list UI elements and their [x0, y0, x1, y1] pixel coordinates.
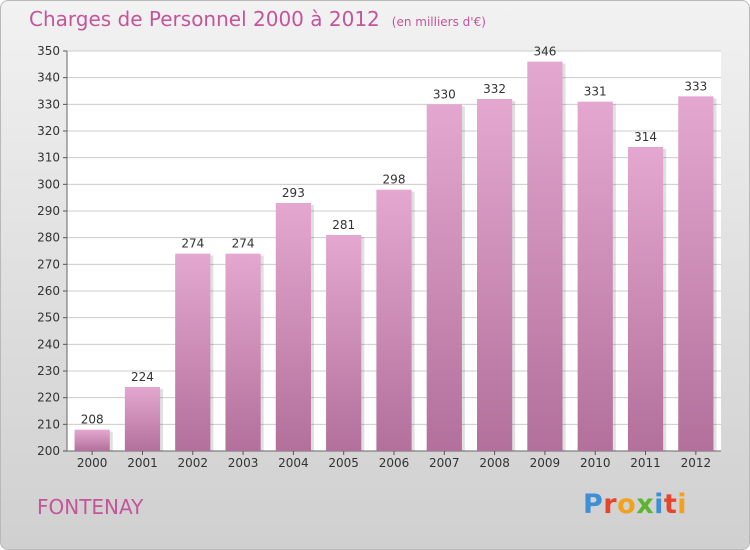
x-tick-label: 2012	[681, 456, 712, 470]
data-label: 293	[282, 186, 305, 200]
logo-letter: P	[583, 489, 604, 520]
data-label: 274	[232, 237, 255, 251]
data-label: 346	[533, 45, 556, 59]
y-tick-label: 230	[37, 364, 60, 378]
data-label: 298	[383, 173, 406, 187]
x-tick-label: 2001	[127, 456, 158, 470]
city-name: FONTENAY	[37, 495, 144, 519]
y-tick-label: 300	[37, 177, 60, 191]
bar	[527, 61, 563, 452]
y-tick-label: 310	[37, 151, 60, 165]
x-tick-label: 2009	[530, 456, 561, 470]
data-label: 281	[332, 218, 355, 232]
y-tick-label: 340	[37, 71, 60, 85]
y-tick-label: 260	[37, 284, 60, 298]
logo-letter: x	[636, 489, 655, 520]
y-tick-label: 330	[37, 97, 60, 111]
data-label: 274	[181, 237, 204, 251]
data-label: 330	[433, 87, 456, 101]
logo-letter: i	[654, 489, 664, 520]
chart-title: Charges de Personnel 2000 à 2012 (en mill…	[29, 7, 486, 31]
x-tick-label: 2000	[77, 456, 108, 470]
bar	[376, 189, 412, 451]
x-tick-label: 2011	[630, 456, 661, 470]
y-tick-label: 240	[37, 337, 60, 351]
y-tick-label: 200	[37, 444, 60, 458]
logo-letter: r	[603, 489, 618, 520]
data-label: 224	[131, 370, 154, 384]
bar	[426, 104, 462, 451]
y-tick-label: 280	[37, 231, 60, 245]
y-tick-label: 270	[37, 257, 60, 271]
bar	[124, 387, 161, 451]
x-tick-label: 2005	[328, 456, 359, 470]
x-tick-label: 2003	[228, 456, 259, 470]
bar	[275, 203, 311, 451]
logo-letter: o	[617, 489, 637, 520]
data-label: 332	[483, 82, 506, 96]
data-label: 333	[684, 79, 707, 93]
logo-letter: t	[663, 489, 678, 520]
x-tick-label: 2002	[177, 456, 208, 470]
chart-subtitle: (en milliers d'€)	[391, 15, 486, 29]
bar	[678, 96, 714, 451]
y-tick-label: 220	[37, 391, 60, 405]
y-tick-label: 250	[37, 311, 60, 325]
bar	[74, 429, 110, 451]
x-tick-label: 2008	[479, 456, 510, 470]
bar	[326, 235, 362, 451]
x-tick-label: 2007	[429, 456, 460, 470]
y-tick-label: 290	[37, 204, 60, 218]
data-label: 331	[584, 85, 607, 99]
title-text: Charges de Personnel 2000 à 2012	[29, 7, 380, 31]
proxiti-logo: Proxiti	[583, 489, 687, 520]
data-label: 314	[634, 130, 657, 144]
y-tick-label: 320	[37, 124, 60, 138]
x-tick-label: 2010	[580, 456, 611, 470]
bar	[577, 101, 613, 452]
y-tick-label: 210	[37, 417, 60, 431]
bar	[225, 253, 261, 451]
data-label: 208	[81, 413, 104, 427]
bar	[627, 147, 664, 451]
y-tick-label: 350	[37, 44, 60, 58]
bar	[175, 253, 211, 451]
bar	[477, 99, 513, 451]
logo-letter: i	[677, 489, 688, 520]
x-tick-label: 2006	[379, 456, 410, 470]
x-tick-label: 2004	[278, 456, 309, 470]
